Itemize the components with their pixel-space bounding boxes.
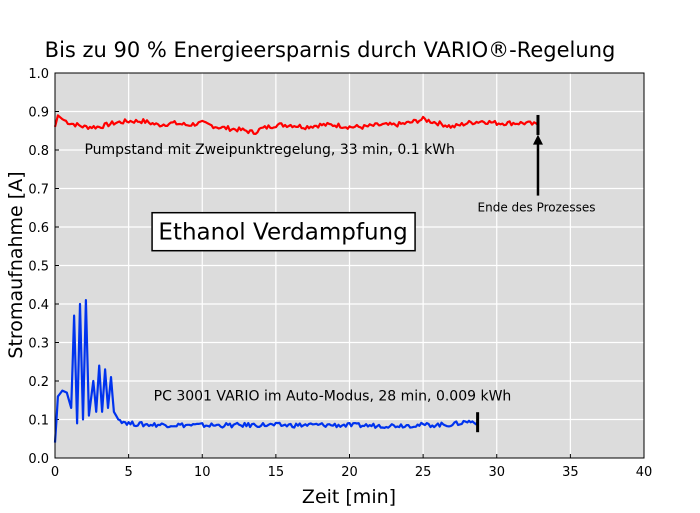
y-axis-label: Stromaufnahme [A] (5, 171, 27, 358)
y-tick-label: 0.1 (28, 414, 49, 429)
y-tick-label: 0.8 (28, 144, 49, 159)
y-tick-label: 0.9 (28, 106, 49, 121)
label-box (151, 211, 416, 252)
chart-title: Bis zu 90 % Energieersparnis durch VARIO… (45, 38, 616, 62)
y-tick-label: 0.3 (28, 337, 49, 352)
y-tick-label: 0.0 (28, 452, 49, 467)
x-tick-label: 5 (124, 465, 132, 480)
annotations: Pumpstand mit Zweipunktregelung, 33 min,… (84, 134, 596, 404)
annotation-text: Ende des Prozesses (478, 201, 596, 215)
label-box-text: Ethanol Verdampfung (158, 220, 407, 246)
x-tick-label: 25 (415, 465, 432, 480)
plot-frame (54, 72, 645, 459)
x-tick-label: 30 (488, 465, 505, 480)
x-tick-label: 15 (268, 465, 285, 480)
annotation-arrow-head (532, 134, 543, 145)
x-tick-label: 0 (51, 465, 59, 480)
y-tick-label: 0.2 (28, 375, 49, 390)
x-tick-label: 40 (636, 465, 653, 480)
x-tick-label: 20 (341, 465, 358, 480)
y-tick-label: 0.4 (28, 298, 49, 313)
annotation-text: Pumpstand mit Zweipunktregelung, 33 min,… (84, 142, 455, 158)
x-tick-label: 35 (562, 465, 579, 480)
y-tick-label: 0.5 (28, 260, 49, 275)
tick-labels: 0 5 10 15 20 25 30 35 40 0.0 0.1 0.2 0.3 0.4 0.5 0.6 0.7… (28, 67, 652, 480)
y-tick-label: 1.0 (28, 67, 49, 82)
x-tick-label: 10 (194, 465, 211, 480)
x-axis-label: Zeit [min] (302, 486, 396, 508)
y-tick-label: 0.7 (28, 183, 49, 198)
series-line (53, 114, 539, 135)
annotation-text: PC 3001 VARIO im Auto-Modus, 28 min, 0.0… (154, 388, 512, 404)
series-lines (53, 114, 540, 443)
series-line (53, 299, 479, 443)
y-tick-label: 0.6 (28, 221, 49, 236)
